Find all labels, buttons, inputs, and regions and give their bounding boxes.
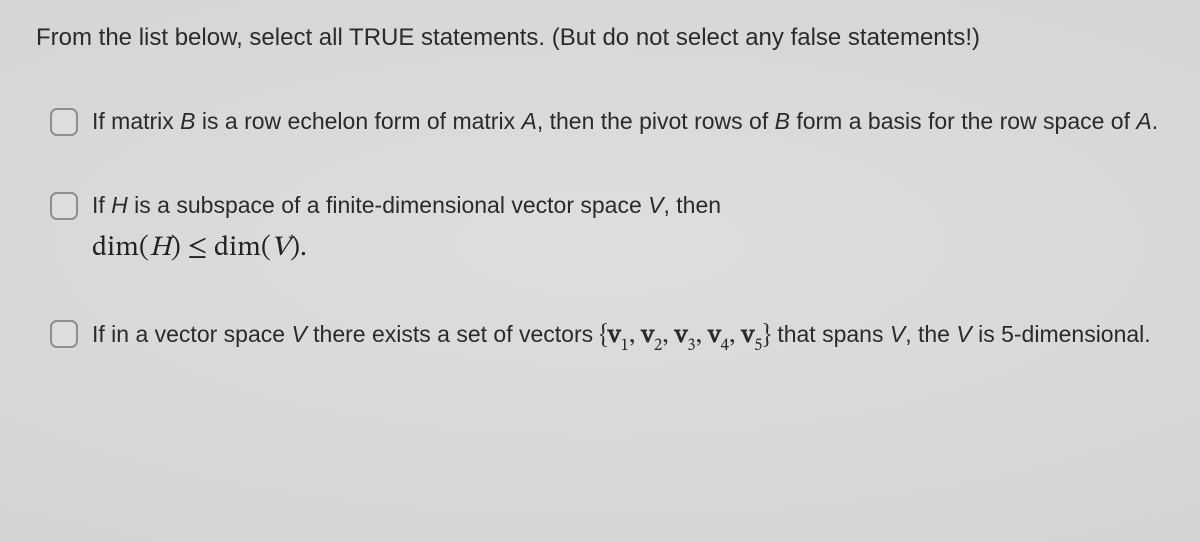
vec-v: v <box>608 323 621 349</box>
brace-close: } <box>762 323 771 349</box>
var-B: B <box>180 108 195 134</box>
text: is a row echelon form of matrix <box>196 108 522 134</box>
lparen: ( <box>139 234 149 262</box>
checkbox-1[interactable] <box>50 108 78 136</box>
option-2-text: If H is a subspace of a finite-dimension… <box>92 188 721 269</box>
text: . <box>1152 108 1158 134</box>
option-2: If H is a subspace of a finite-dimension… <box>50 188 1170 269</box>
comma: , <box>629 323 641 349</box>
text: , then <box>663 192 721 218</box>
text: is 5-dimensional. <box>972 321 1151 347</box>
text: that spans <box>771 321 890 347</box>
vec-v: v <box>742 323 755 349</box>
prompt-post: statements. (But do not select any false… <box>414 24 980 51</box>
var-A: A <box>1136 108 1151 134</box>
text: If <box>92 192 111 218</box>
text: , the <box>905 321 956 347</box>
prompt-bold: TRUE <box>349 24 414 51</box>
leq-symbol: ≤ <box>181 234 214 262</box>
text: is a subspace of a finite-dimensional ve… <box>128 192 648 218</box>
sub-1: 1 <box>621 338 629 355</box>
sub-5: 5 <box>754 338 762 355</box>
prompt-pre: From the list below, select all <box>36 24 349 51</box>
vec-v: v <box>675 323 688 349</box>
var-V: V <box>291 321 306 347</box>
comma: , <box>696 323 708 349</box>
option-3: If in a vector space V there exists a se… <box>50 316 1170 358</box>
var-H: H <box>111 192 128 218</box>
comma: , <box>662 323 674 349</box>
rparen: ) <box>171 234 181 262</box>
text: If in a vector space <box>92 321 291 347</box>
var-B: B <box>775 108 790 134</box>
lparen: ( <box>261 234 271 262</box>
vector-set: {v1, v2, v3, v4, v5} <box>600 323 771 349</box>
text: there exists a set of vectors <box>307 321 600 347</box>
comma: , <box>729 323 741 349</box>
var-V: V <box>890 321 905 347</box>
math-inequality: dim(H) ≤ dim(V). <box>92 229 721 268</box>
text: If matrix <box>92 108 180 134</box>
text: form a basis for the row space of <box>790 108 1136 134</box>
option-1-text: If matrix B is a row echelon form of mat… <box>92 104 1158 140</box>
sub-2: 2 <box>654 338 662 355</box>
brace-open: { <box>600 323 609 349</box>
rparen: ). <box>290 234 307 262</box>
checkbox-3[interactable] <box>50 320 78 348</box>
sub-4: 4 <box>721 338 729 355</box>
fn-dim: dim <box>214 234 261 262</box>
var-A: A <box>521 108 536 134</box>
checkbox-2[interactable] <box>50 192 78 220</box>
question-prompt: From the list below, select all TRUE sta… <box>30 20 1170 56</box>
var-V: V <box>271 234 290 262</box>
option-1: If matrix B is a row echelon form of mat… <box>50 104 1170 140</box>
var-V: V <box>956 321 971 347</box>
var-V: V <box>648 192 663 218</box>
sub-3: 3 <box>687 338 695 355</box>
fn-dim: dim <box>92 234 139 262</box>
vec-v: v <box>641 323 654 349</box>
option-3-text: If in a vector space V there exists a se… <box>92 316 1151 358</box>
vec-v: v <box>708 323 721 349</box>
var-H: H <box>149 234 171 262</box>
options-list: If matrix B is a row echelon form of mat… <box>30 104 1170 359</box>
text: , then the pivot rows of <box>537 108 775 134</box>
